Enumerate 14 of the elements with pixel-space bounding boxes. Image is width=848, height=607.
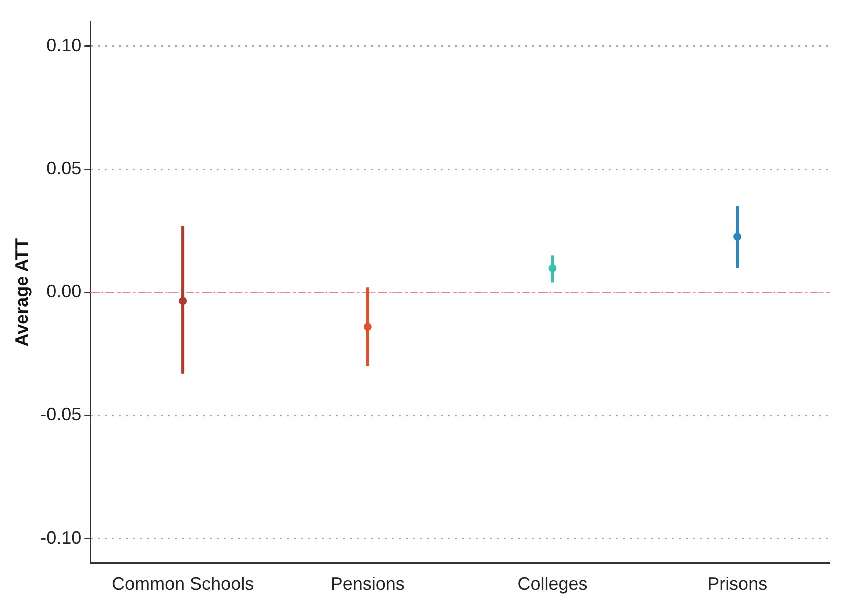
y-tick-label: 0.10	[46, 35, 82, 56]
y-tick-label: -0.05	[40, 404, 82, 425]
x-tick-label: Pensions	[330, 574, 405, 594]
point	[179, 297, 188, 306]
y-tick-label: 0.05	[46, 158, 82, 178]
point	[548, 264, 557, 272]
y-tick-label: 0.00	[46, 282, 82, 302]
x-tick-label: Prisons	[708, 574, 768, 594]
x-tick-label: Colleges	[518, 574, 588, 594]
point	[734, 232, 742, 241]
point	[364, 323, 372, 332]
x-tick-label: Common Schools	[112, 574, 254, 594]
y-axis-title: Average ATT	[12, 238, 32, 347]
y-tick-label: -0.10	[40, 528, 82, 548]
